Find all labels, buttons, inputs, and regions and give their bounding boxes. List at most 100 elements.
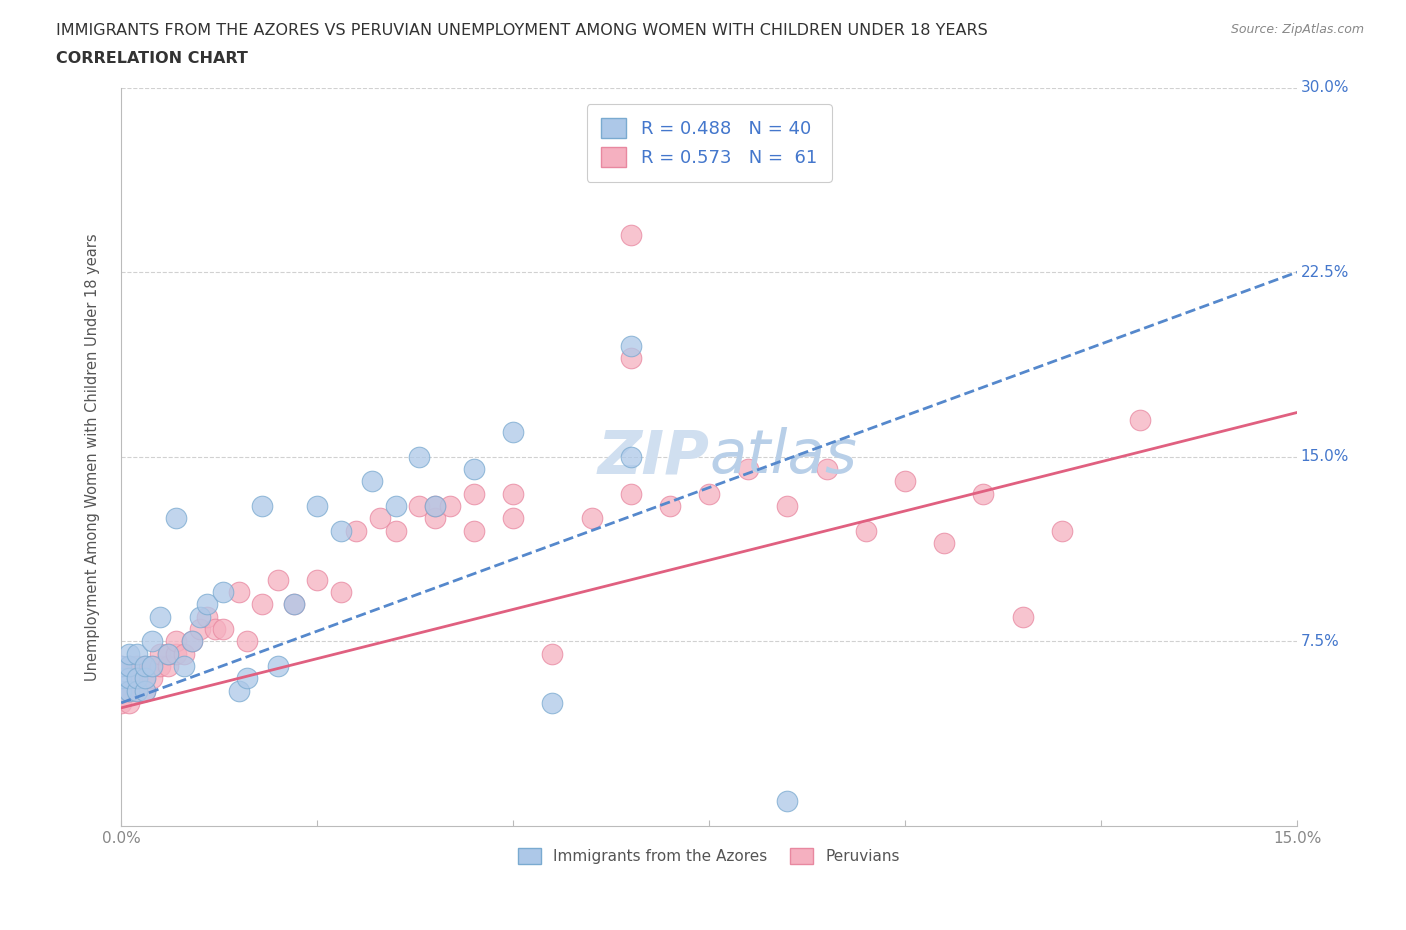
Point [195, 597, 218, 612]
Point [125, 684, 148, 698]
Y-axis label: Unemployment Among Women with Children Under 18 years: Unemployment Among Women with Children U… [86, 233, 100, 681]
Point [894, 474, 917, 489]
Point [110, 658, 132, 673]
Point [212, 621, 235, 636]
Point [157, 658, 180, 673]
Text: IMMIGRANTS FROM THE AZORES VS PERUVIAN UNEMPLOYMENT AMONG WOMEN WITH CHILDREN UN: IMMIGRANTS FROM THE AZORES VS PERUVIAN U… [56, 23, 988, 38]
Point [118, 696, 141, 711]
Point [620, 351, 643, 365]
Point [180, 634, 202, 649]
Point [329, 585, 352, 600]
Point [368, 511, 391, 525]
Point [972, 486, 994, 501]
Point [118, 684, 141, 698]
Point [125, 658, 148, 673]
Point [110, 684, 132, 698]
Point [697, 486, 720, 501]
Text: Source: ZipAtlas.com: Source: ZipAtlas.com [1230, 23, 1364, 36]
Point [157, 646, 180, 661]
Point [423, 511, 446, 525]
Point [149, 646, 172, 661]
Text: 30.0%: 30.0% [1301, 80, 1350, 95]
Point [408, 449, 430, 464]
Point [125, 671, 148, 685]
Point [149, 609, 172, 624]
Point [141, 658, 163, 673]
Point [620, 486, 643, 501]
Point [541, 696, 564, 711]
Point [204, 621, 226, 636]
Point [620, 228, 643, 243]
Point [173, 646, 195, 661]
Point [384, 524, 406, 538]
Text: 7.5%: 7.5% [1301, 634, 1340, 649]
Point [620, 449, 643, 464]
Point [620, 339, 643, 353]
Point [855, 524, 877, 538]
Point [118, 684, 141, 698]
Point [118, 646, 141, 661]
Point [118, 658, 141, 673]
Point [502, 486, 524, 501]
Point [125, 646, 148, 661]
Point [165, 634, 187, 649]
Point [408, 498, 430, 513]
Legend: Immigrants from the Azores, Peruvians: Immigrants from the Azores, Peruvians [512, 842, 907, 870]
Point [252, 498, 274, 513]
Point [463, 461, 485, 476]
Point [125, 671, 148, 685]
Point [776, 498, 799, 513]
Text: CORRELATION CHART: CORRELATION CHART [56, 51, 247, 66]
Point [110, 671, 132, 685]
Point [1129, 412, 1152, 427]
Point [267, 573, 290, 588]
Point [541, 646, 564, 661]
Point [165, 646, 187, 661]
Point [141, 671, 163, 685]
Point [188, 609, 211, 624]
Point [110, 696, 132, 711]
Point [134, 658, 156, 673]
Point [134, 684, 156, 698]
Point [125, 684, 148, 698]
Point [329, 524, 352, 538]
Point [307, 573, 329, 588]
Point [235, 671, 257, 685]
Point [423, 498, 446, 513]
Point [180, 634, 202, 649]
Point [118, 671, 141, 685]
Text: 15.0%: 15.0% [1301, 449, 1348, 464]
Point [235, 634, 257, 649]
Point [384, 498, 406, 513]
Point [118, 658, 141, 673]
Point [134, 684, 156, 698]
Point [463, 486, 485, 501]
Point [149, 658, 172, 673]
Point [228, 585, 250, 600]
Point [581, 511, 603, 525]
Point [141, 634, 163, 649]
Point [110, 684, 132, 698]
Point [157, 646, 180, 661]
Point [141, 658, 163, 673]
Point [134, 658, 156, 673]
Point [134, 671, 156, 685]
Point [267, 658, 290, 673]
Point [344, 524, 367, 538]
Point [361, 474, 384, 489]
Point [502, 511, 524, 525]
Point [283, 597, 305, 612]
Point [165, 511, 187, 525]
Point [1050, 524, 1073, 538]
Point [1011, 609, 1033, 624]
Point [195, 609, 218, 624]
Point [134, 671, 156, 685]
Point [252, 597, 274, 612]
Point [658, 498, 681, 513]
Text: atlas: atlas [709, 427, 858, 486]
Point [307, 498, 329, 513]
Point [776, 794, 799, 809]
Point [110, 658, 132, 673]
Point [228, 684, 250, 698]
Point [815, 461, 838, 476]
